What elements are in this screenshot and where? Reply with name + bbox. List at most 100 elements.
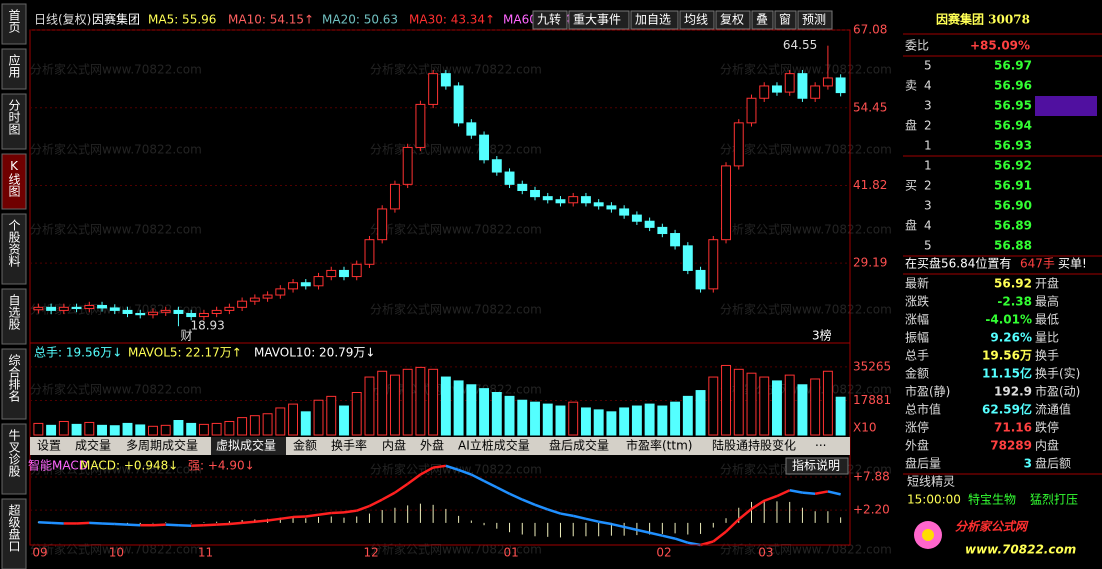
candle-body	[835, 77, 846, 94]
macd-line	[368, 498, 383, 508]
stat-value: 3	[1024, 457, 1032, 471]
toolbar-button[interactable]	[630, 10, 679, 30]
side-tab[interactable]	[1, 498, 27, 569]
macd-line	[292, 515, 306, 519]
side-tab[interactable]	[1, 3, 27, 45]
ma-label: MA10: 54.15↑	[228, 13, 314, 27]
macd-line	[802, 491, 816, 496]
volume-bar	[568, 401, 579, 436]
volume-bar	[606, 411, 617, 436]
stat-label: 盘后额	[1035, 456, 1071, 471]
toolbar-button[interactable]	[532, 10, 568, 30]
stat-label: 最高	[1035, 294, 1059, 309]
macd-line	[254, 519, 268, 523]
stat-label: 盘后量	[905, 456, 941, 471]
volume-bar	[160, 424, 171, 436]
side-tab[interactable]	[1, 213, 27, 285]
candle-body	[224, 306, 235, 311]
stat-value: 19.56万	[982, 349, 1032, 363]
x-tick-label: 12	[363, 546, 378, 560]
indicator-tab: 虚拟成交量	[216, 438, 276, 453]
macd-line	[585, 517, 599, 523]
y-tick-label: 17881	[853, 393, 891, 407]
volume-bar	[377, 370, 388, 436]
toolbar-button[interactable]	[751, 10, 774, 30]
help-button[interactable]	[785, 457, 849, 475]
price: 56.96	[994, 79, 1032, 93]
toolbar-button[interactable]	[797, 10, 833, 30]
macd-line	[458, 468, 472, 476]
macd-line	[165, 523, 179, 527]
side-tab-label: 应用	[7, 53, 21, 79]
period: 日线(复权)	[34, 13, 91, 27]
watermark: 分析家公式网www.70822.com	[370, 62, 542, 77]
candle-body	[504, 171, 515, 185]
volume-unit: X10	[853, 421, 877, 435]
side-label: 卖	[905, 79, 917, 93]
stat-label: 市盈(动)	[1035, 384, 1080, 399]
volume-bar	[517, 399, 528, 436]
volume-bar	[580, 407, 591, 436]
volume-bar	[733, 368, 744, 436]
x-tick-label: 01	[504, 546, 519, 560]
candle-body	[555, 199, 566, 204]
macd-line	[827, 490, 841, 496]
macd-line	[101, 522, 115, 526]
stat-label: 开盘	[1035, 276, 1059, 291]
candle-body	[670, 233, 681, 247]
x-tick-label: 03	[758, 546, 773, 560]
candle-body	[580, 196, 591, 204]
candle-body	[428, 73, 439, 105]
macd-line	[394, 482, 409, 494]
candle-body	[733, 122, 744, 167]
side-tab[interactable]	[1, 153, 27, 210]
volume-bar	[631, 405, 642, 436]
level: 5	[924, 239, 932, 253]
price: 56.92	[994, 159, 1032, 173]
volume-bar	[326, 395, 337, 436]
side-tab[interactable]	[1, 423, 27, 495]
macd-line	[419, 466, 434, 476]
toolbar-button[interactable]	[774, 10, 797, 30]
candle-body	[211, 309, 222, 314]
side-tab[interactable]	[1, 48, 27, 90]
volume-bar	[275, 407, 286, 436]
side-tab[interactable]	[1, 288, 27, 345]
volume-bar	[351, 392, 362, 436]
indicator-tab: ···	[815, 439, 826, 453]
macd-line	[267, 517, 281, 522]
tab-active[interactable]	[211, 437, 286, 455]
macd-line	[674, 537, 689, 544]
candle-body	[160, 309, 171, 313]
macd-header: 强: +4.90↓	[188, 459, 255, 473]
price: 56.88	[994, 239, 1032, 253]
ma-label: MA20: 50.63	[322, 13, 398, 27]
toolbar-label: 均线	[684, 13, 708, 27]
indicator-tab: 盘后成交量	[549, 438, 609, 453]
side-tab-label: 分时图	[7, 99, 21, 135]
candle-body	[237, 300, 248, 308]
low-label: 18.93	[190, 319, 224, 333]
volume-bar	[339, 405, 349, 436]
indicator-tab: 换手率	[331, 438, 367, 453]
watermark: 分析家公式网www.70822.com	[30, 62, 202, 77]
volume-bar	[300, 411, 311, 436]
side-tab[interactable]	[1, 348, 27, 420]
toolbar-button[interactable]	[679, 10, 715, 30]
volume-bar	[657, 405, 668, 436]
side-tab[interactable]	[1, 93, 27, 150]
stat-label: 最新	[905, 276, 929, 291]
stat-label: 换手	[1035, 349, 1059, 363]
high-label: 64.55	[783, 38, 817, 52]
stat-label: 总手	[905, 349, 929, 363]
volume-bar	[772, 380, 782, 436]
macd-line	[700, 540, 714, 547]
stat-label: 换手(实)	[1035, 366, 1080, 381]
y-tick-label: +7.88	[853, 470, 890, 484]
toolbar-button[interactable]	[715, 10, 751, 30]
toolbar-button[interactable]	[568, 10, 630, 30]
candle-body	[695, 269, 706, 290]
stat-label: 外盘	[905, 438, 929, 453]
macd-line	[789, 489, 803, 494]
candle-body	[300, 282, 311, 287]
